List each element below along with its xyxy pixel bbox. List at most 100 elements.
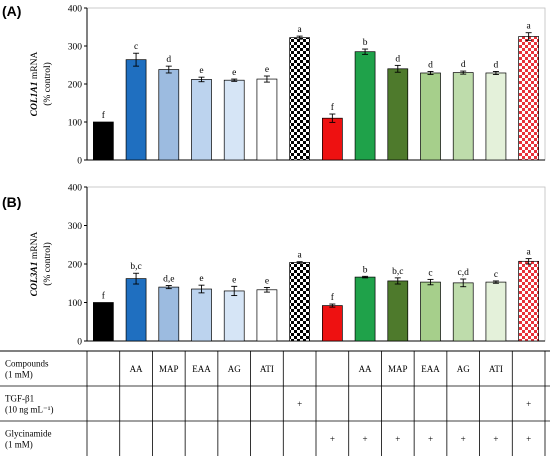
y-axis-subtitle: (% control) — [42, 62, 53, 106]
chart-panel-a: (A) COL1A1 mRNA (% control) 0 100 200 300 400… — [2, 3, 546, 167]
bar — [158, 286, 180, 342]
bar — [256, 78, 278, 161]
significance-letter: f — [331, 102, 335, 113]
significance-letter: b,c — [392, 267, 403, 277]
significance-letter: d,e — [163, 275, 174, 285]
bar — [354, 51, 376, 161]
table-cell: + — [330, 434, 335, 444]
y-axis-label-a: COL1A1 mRNA (% control) — [30, 52, 53, 117]
bar — [452, 282, 474, 342]
table-cell: AA — [130, 364, 143, 374]
table-cell: + — [395, 434, 400, 444]
significance-letter: f — [102, 291, 106, 302]
bar — [518, 260, 539, 342]
significance-letter: e — [265, 276, 269, 286]
table-cell: + — [297, 399, 302, 409]
table-cell: EAA — [192, 364, 211, 374]
y-tick-label: 100 — [68, 299, 83, 309]
y-tick-label: 300 — [68, 43, 83, 53]
chart-panel-b: (B) COL3A1 mRNA (% control) 0 100 200 300 400… — [2, 184, 546, 348]
plot-area-b: 0 100 200 300 400 f b,c d,e e e e a f b b,c c c,d c a — [68, 184, 546, 348]
significance-letter: e — [199, 274, 203, 284]
table-cell: + — [493, 434, 498, 444]
significance-letter: d — [395, 54, 400, 64]
bar — [158, 69, 180, 161]
significance-letter: e — [232, 275, 236, 285]
significance-letter: d — [166, 55, 171, 65]
y-tick-label: 400 — [68, 5, 83, 15]
table-cell: + — [428, 434, 433, 444]
bar — [289, 262, 310, 342]
bar — [125, 278, 147, 342]
table-cell: EAA — [421, 364, 440, 374]
plot-frame — [86, 7, 546, 161]
bar — [191, 79, 212, 161]
bar — [322, 117, 343, 161]
significance-letter: c,d — [458, 268, 470, 278]
y-axis-title: COL3A1 mRNA — [30, 232, 40, 297]
bar — [420, 72, 441, 161]
plot-area-a: 0 100 200 300 400 f c d e e e a f b d d d d a — [68, 5, 546, 167]
significance-letter: e — [232, 68, 236, 78]
significance-letter: a — [298, 251, 303, 261]
significance-letter: e — [265, 65, 269, 75]
table-row-sublabel: (10 ng mL⁻¹) — [5, 405, 53, 415]
y-tick-label: 200 — [68, 81, 83, 91]
y-tick-label: 0 — [77, 157, 82, 167]
y-axis-unit: mRNA — [30, 232, 40, 262]
significance-letter: a — [298, 25, 303, 35]
y-axis-unit: mRNA — [30, 52, 40, 82]
bar — [322, 305, 343, 342]
bar — [485, 281, 507, 342]
panel-label-b: (B) — [2, 194, 21, 210]
table-cell: AA — [359, 364, 372, 374]
significance-letter: e — [199, 66, 203, 76]
bar — [420, 281, 441, 342]
y-tick-label: 400 — [68, 184, 83, 194]
bar — [518, 36, 539, 161]
significance-letter: c — [494, 270, 498, 280]
bar — [125, 59, 147, 161]
y-tick-label: 0 — [77, 338, 82, 348]
bar — [354, 276, 376, 342]
bar — [452, 72, 474, 161]
y-axis-title: COL1A1 mRNA — [30, 52, 40, 117]
y-tick-label: 300 — [68, 222, 83, 232]
table-cell: AG — [457, 364, 470, 374]
table-cell: MAP — [388, 364, 408, 374]
table-cell: AG — [228, 364, 241, 374]
bar — [223, 79, 245, 161]
table-row-sublabel: (1 mM) — [5, 440, 33, 450]
bar — [387, 68, 409, 161]
significance-letter: d — [494, 60, 499, 70]
bar — [387, 280, 409, 342]
table-cell: + — [526, 434, 531, 444]
bar — [485, 72, 507, 161]
table-cell: MAP — [159, 364, 179, 374]
significance-letter: d — [428, 60, 433, 70]
bar — [289, 37, 310, 161]
table-cell: ATI — [489, 364, 503, 374]
y-axis-gene-name: COL3A1 — [30, 261, 40, 296]
table-cell: + — [526, 399, 531, 409]
panel-label-a: (A) — [2, 3, 21, 19]
table-row-label: Glycinamide — [5, 429, 52, 439]
significance-letter: c — [134, 42, 138, 52]
y-tick-label: 100 — [68, 119, 83, 129]
significance-letter: c — [428, 268, 432, 278]
significance-letter: b,c — [130, 262, 141, 272]
y-axis-subtitle: (% control) — [42, 242, 53, 286]
treatment-table: Compounds(1 mM)AA MAP EAA AG ATI AA MAP EAA AG AT… — [0, 350, 550, 456]
table-cell: + — [363, 434, 368, 444]
y-axis-gene-name: COL1A1 — [30, 81, 40, 116]
table-row-sublabel: (1 mM) — [5, 370, 33, 380]
y-tick-label: 200 — [68, 261, 83, 271]
significance-letter: b — [363, 38, 368, 48]
significance-letter: f — [331, 292, 335, 303]
y-axis-label-b: COL3A1 mRNA (% control) — [30, 232, 53, 297]
table-row-label: Compounds — [5, 359, 49, 369]
table-cell: + — [461, 434, 466, 444]
significance-letter: a — [527, 22, 532, 32]
table-row-label: TGF-β1 — [5, 394, 34, 404]
